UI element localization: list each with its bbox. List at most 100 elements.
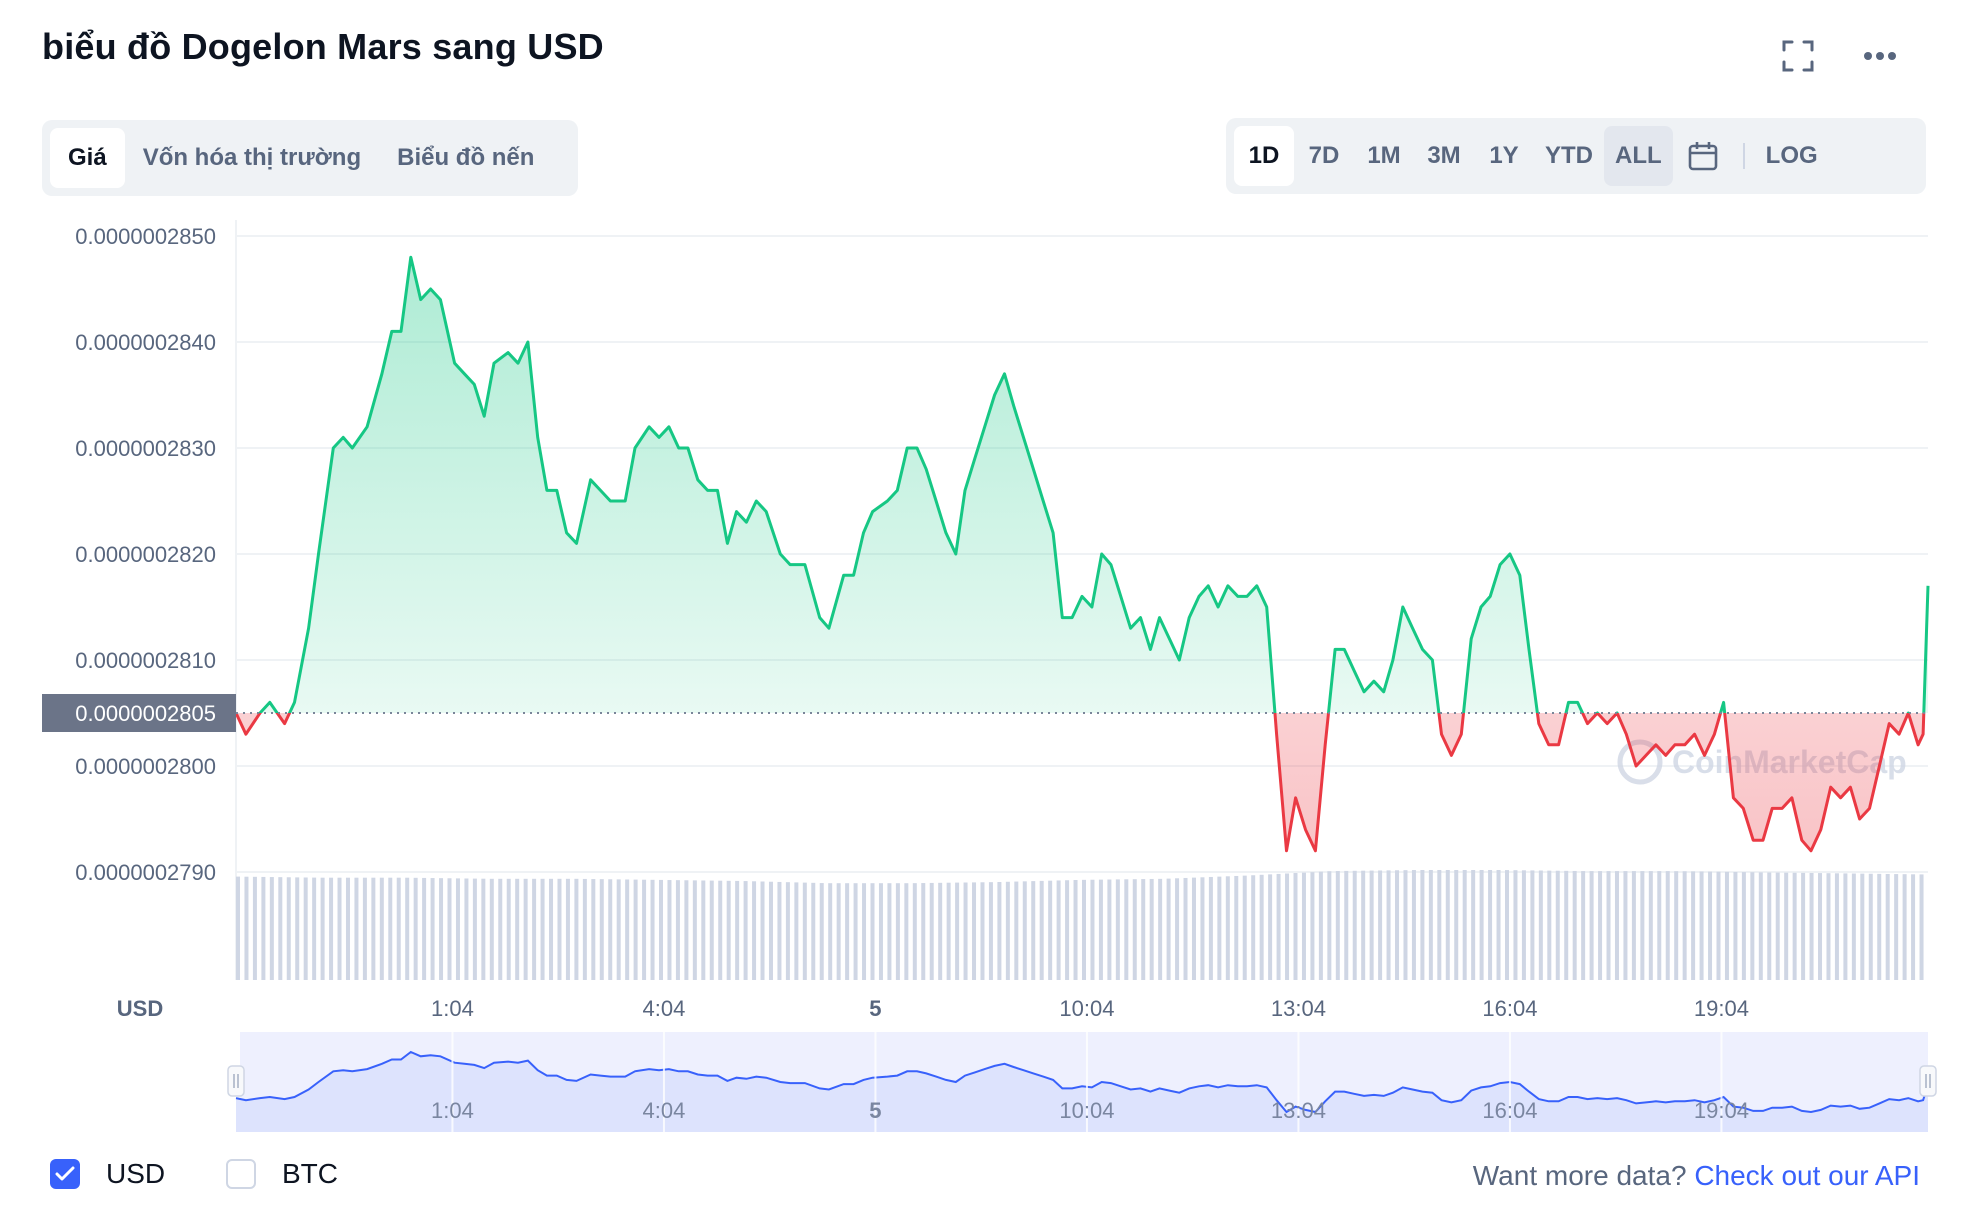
tab-candlestick[interactable]: Biểu đồ nến	[397, 144, 535, 171]
navigator-tick-label: 19:04	[1694, 1098, 1749, 1123]
volume-bar	[1014, 881, 1019, 980]
volume-bar	[777, 881, 782, 980]
range-ytd-button[interactable]: YTD	[1545, 142, 1593, 169]
volume-bar	[608, 879, 613, 980]
btc-label: BTC	[282, 1158, 338, 1189]
volume-bar	[1860, 873, 1865, 980]
volume-bar	[692, 880, 697, 980]
tab-price[interactable]: Giá	[50, 128, 125, 188]
volume-bar	[1395, 870, 1400, 980]
baseline-label: 0.0000002805	[75, 701, 216, 726]
volume-bar	[320, 877, 325, 980]
api-promo: Want more data? Check out our API	[1473, 1160, 1920, 1192]
range-navigator[interactable]: 1:04 4:04 5 10:04 13:04 16:04 19:04	[227, 1032, 1937, 1132]
range-all-button[interactable]: ALL	[1604, 126, 1673, 186]
volume-bar	[1166, 878, 1171, 980]
volume-bar	[904, 883, 909, 980]
range-1y-button[interactable]: 1Y	[1489, 142, 1519, 169]
x-tick-label: 19:04	[1694, 996, 1749, 1021]
volume-bar	[675, 880, 680, 980]
volume-bars	[236, 870, 1924, 980]
navigator-tick-label: 13:04	[1271, 1098, 1326, 1123]
volume-bar	[1437, 870, 1442, 980]
volume-bar	[455, 878, 460, 980]
volume-bar	[1065, 880, 1070, 980]
volume-bar	[345, 877, 350, 980]
more-icon[interactable]	[1856, 36, 1904, 76]
volume-bar	[1708, 871, 1713, 980]
price-chart[interactable]: 0.0000002850 0.0000002840 0.0000002830 0.00…	[0, 210, 1964, 1140]
volume-bar	[303, 877, 308, 980]
volume-bar	[1124, 879, 1129, 980]
volume-bar	[1251, 875, 1256, 980]
btc-checkbox[interactable]: BTC	[226, 1158, 338, 1190]
volume-bar	[1403, 870, 1408, 980]
checkbox-checked	[50, 1159, 80, 1189]
volume-bar	[1877, 873, 1882, 980]
y-tick-label: 0.0000002850	[75, 224, 216, 249]
x-tick-label: 16:04	[1482, 996, 1537, 1021]
volume-bar	[1657, 871, 1662, 980]
volume-bar	[1538, 870, 1543, 980]
fullscreen-icon[interactable]	[1774, 36, 1822, 76]
range-1d-button[interactable]: 1D	[1234, 126, 1294, 186]
volume-bar	[1310, 872, 1315, 980]
price-line-up	[236, 255, 1930, 713]
volume-bar	[1352, 870, 1357, 980]
range-1m-button[interactable]: 1M	[1367, 142, 1401, 169]
volume-bar	[1048, 880, 1053, 980]
volume-bar	[1454, 870, 1459, 980]
range-7d-button[interactable]: 7D	[1308, 142, 1340, 169]
volume-bar	[845, 883, 850, 980]
volume-bar	[1809, 872, 1814, 980]
volume-bar	[955, 882, 960, 980]
volume-bar	[1885, 873, 1890, 980]
volume-bar	[929, 882, 934, 980]
volume-bar	[540, 878, 545, 980]
price-line-down	[234, 713, 1926, 853]
usd-checkbox[interactable]: USD	[50, 1158, 165, 1190]
volume-bar	[1335, 871, 1340, 980]
volume-bar	[236, 876, 240, 980]
volume-bar	[1826, 873, 1831, 980]
volume-bar	[269, 877, 274, 980]
volume-bar	[1462, 870, 1467, 980]
volume-bar	[1361, 870, 1366, 980]
check-icon	[55, 1166, 75, 1181]
volume-bar	[1851, 873, 1856, 980]
volume-bar	[565, 878, 570, 980]
volume-bar	[557, 878, 562, 980]
volume-bar	[1505, 870, 1509, 980]
volume-bar	[980, 882, 985, 980]
calendar-button[interactable]	[1673, 126, 1733, 186]
volume-bar	[1623, 871, 1628, 980]
volume-bar	[1733, 871, 1738, 980]
volume-bar	[1784, 872, 1789, 980]
volume-bar	[701, 880, 706, 980]
volume-bar	[481, 878, 486, 980]
api-link[interactable]: Check out our API	[1694, 1160, 1920, 1191]
range-3m-button[interactable]: 3M	[1427, 142, 1461, 169]
volume-bar	[1268, 874, 1273, 980]
volume-bar	[286, 877, 291, 980]
volume-bar	[1175, 878, 1180, 980]
y-tick-label: 0.0000002800	[75, 754, 216, 779]
tab-market-cap[interactable]: Vốn hóa thị trường	[142, 144, 362, 171]
volume-bar	[1691, 871, 1696, 980]
volume-bar	[1521, 870, 1526, 980]
y-tick-label: 0.0000002830	[75, 436, 216, 461]
divider	[1742, 143, 1745, 169]
volume-bar	[252, 876, 257, 980]
volume-bar	[1200, 877, 1205, 980]
log-scale-button[interactable]: LOG	[1765, 142, 1818, 169]
volume-bar	[405, 877, 410, 980]
volume-bar	[862, 883, 867, 980]
volume-bar	[1775, 872, 1780, 980]
volume-bar	[1902, 874, 1907, 980]
volume-bar	[726, 880, 731, 980]
volume-bar	[684, 880, 689, 980]
price-series	[234, 255, 1930, 853]
volume-bar	[616, 879, 621, 980]
volume-bar	[1183, 877, 1188, 980]
checkbox-unchecked	[226, 1159, 256, 1189]
